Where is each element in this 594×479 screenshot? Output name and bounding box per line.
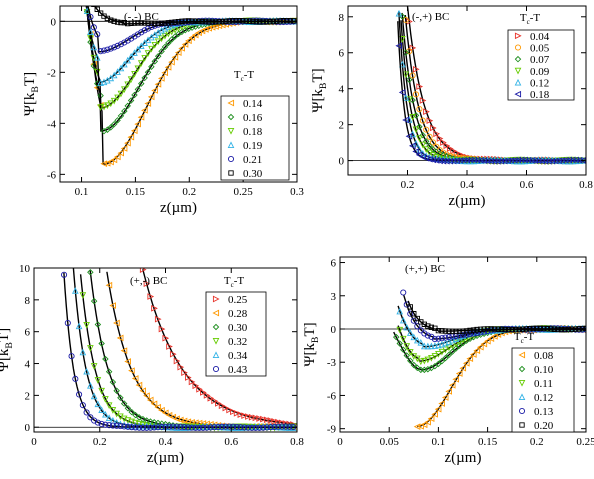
legend-label: 0.34 <box>228 350 248 362</box>
x-tick-label: 0 <box>337 436 343 448</box>
x-axis-label: z(µm) <box>147 450 184 466</box>
x-axis-label: z(µm) <box>449 193 486 209</box>
y-tick-label: 0 <box>331 324 337 336</box>
y-tick-label: 0 <box>25 422 31 434</box>
x-tick-label: 0.2 <box>530 436 544 448</box>
y-tick-label: 6 <box>331 258 337 270</box>
legend-label: 0.09 <box>530 66 550 78</box>
data-point <box>401 290 406 295</box>
panel-label: (+,+) BC <box>405 263 445 275</box>
y-tick-label: -6 <box>327 390 337 402</box>
legend-label: 0.19 <box>243 140 263 152</box>
legend-label: 0.28 <box>228 308 248 320</box>
legend-label: 0.12 <box>534 392 553 404</box>
y-tick-label: 0 <box>339 156 345 168</box>
y-tick-label: 0 <box>51 16 57 28</box>
x-tick-label: 0.2 <box>401 179 415 191</box>
legend-label: 0.12 <box>530 78 549 90</box>
y-tick-label: -9 <box>327 424 337 436</box>
x-tick-label: 0.8 <box>579 179 593 191</box>
x-tick-label: 0.2 <box>182 186 196 198</box>
chart-panel-4: 0 0.05 0.1 0.15 0.2 0.25 -9 -6 -3 0 3 6 z(µm) Ψ[kBT] (… <box>302 257 594 466</box>
legend-title: Tc-T <box>234 69 255 83</box>
chart-panel-3: 0 0.2 0.4 0.6 0.8 0 2 4 6 8 10 z(µm) Ψ[kBT] (+,-) BC T… <box>0 263 304 466</box>
x-tick-label: 0.25 <box>234 186 254 198</box>
data-point <box>84 0 89 5</box>
x-tick-label: 0.3 <box>290 186 304 198</box>
x-tick-label: 0.4 <box>159 436 173 448</box>
x-tick-label: 0.15 <box>478 436 498 448</box>
legend-label: 0.30 <box>243 168 263 180</box>
legend-label: 0.32 <box>228 336 247 348</box>
legend: Tc-T 0.08 0.10 0.11 0.12 0.13 0.20 <box>512 331 574 432</box>
legend-label: 0.04 <box>530 31 550 43</box>
legend: Tc-T 0.14 0.16 0.18 0.19 0.21 0.30 <box>221 69 289 180</box>
x-tick-label: 0 <box>31 436 37 448</box>
legend-label: 0.25 <box>228 294 248 306</box>
y-axis-label: Ψ[kBT] <box>22 72 41 116</box>
legend-label: 0.10 <box>534 364 554 376</box>
y-tick-label: 2 <box>25 390 31 402</box>
legend-label: 0.18 <box>530 89 550 101</box>
x-tick-label: 0.15 <box>126 186 146 198</box>
x-tick-label: 0.1 <box>432 436 446 448</box>
y-tick-label: -4 <box>47 118 57 130</box>
legend-label: 0.08 <box>534 350 554 362</box>
legend-label: 0.18 <box>243 126 263 138</box>
y-tick-label: 8 <box>339 12 345 24</box>
y-axis-label: Ψ[kBT] <box>310 68 329 112</box>
legend-label: 0.30 <box>228 322 248 334</box>
panel-label: (-,-) BC <box>124 11 159 23</box>
x-tick-label: 0.6 <box>224 436 238 448</box>
y-tick-label: 3 <box>331 291 337 303</box>
y-tick-label: 10 <box>19 263 31 275</box>
panel-label: (+,-) BC <box>130 275 167 287</box>
chart-panel-1: 0.1 0.15 0.2 0.25 0.3 -6 -4 -2 0 z(µm) Ψ[kBT] (-,-)… <box>22 0 304 216</box>
x-tick-label: 0.05 <box>380 436 400 448</box>
x-axis-label: z(µm) <box>160 200 197 216</box>
legend: Tc-T 0.25 0.28 0.30 0.32 0.34 0.43 <box>206 275 266 376</box>
legend-title: Tc-T <box>224 275 245 289</box>
x-tick-label: 0.6 <box>520 179 534 191</box>
legend-label: 0.43 <box>228 364 248 376</box>
y-tick-label: -3 <box>327 357 337 369</box>
y-tick-label: -2 <box>47 67 56 79</box>
legend-label: 0.21 <box>243 154 262 166</box>
y-tick-label: 8 <box>25 295 31 307</box>
y-tick-label: 4 <box>339 84 345 96</box>
legend-title: Tc-T <box>520 12 541 26</box>
y-tick-label: 2 <box>339 120 345 132</box>
y-tick-label: 6 <box>339 48 345 60</box>
legend-label: 0.13 <box>534 406 554 418</box>
legend-title: Tc-T <box>514 331 535 345</box>
x-axis-label: z(µm) <box>445 450 482 466</box>
legend-label: 0.20 <box>534 420 554 432</box>
y-tick-label: 4 <box>25 359 31 371</box>
panel-label: (-,+) BC <box>412 11 449 23</box>
x-tick-label: 0.8 <box>290 436 304 448</box>
legend-label: 0.11 <box>534 378 553 390</box>
y-axis-label: Ψ[kBT] <box>0 328 15 372</box>
legend-label: 0.07 <box>530 54 550 66</box>
y-tick-label: 6 <box>25 327 31 339</box>
chart-panel-2: 0.2 0.4 0.6 0.8 0 2 4 6 8 z(µm) Ψ[kBT] (-,+) BC Tc-T… <box>310 6 593 209</box>
x-tick-label: 0.2 <box>93 436 107 448</box>
legend: Tc-T 0.040.050.070.090.120.18 <box>508 12 574 101</box>
x-tick-label: 0.4 <box>460 179 474 191</box>
y-tick-label: -6 <box>47 169 57 181</box>
legend-label: 0.14 <box>243 98 263 110</box>
y-axis-label: Ψ[kBT] <box>302 322 321 366</box>
legend-label: 0.16 <box>243 112 263 124</box>
legend-label: 0.05 <box>530 43 550 55</box>
x-tick-label: 0.25 <box>576 436 594 448</box>
x-tick-label: 0.1 <box>75 186 89 198</box>
fit-curve-0.28 <box>107 272 297 427</box>
